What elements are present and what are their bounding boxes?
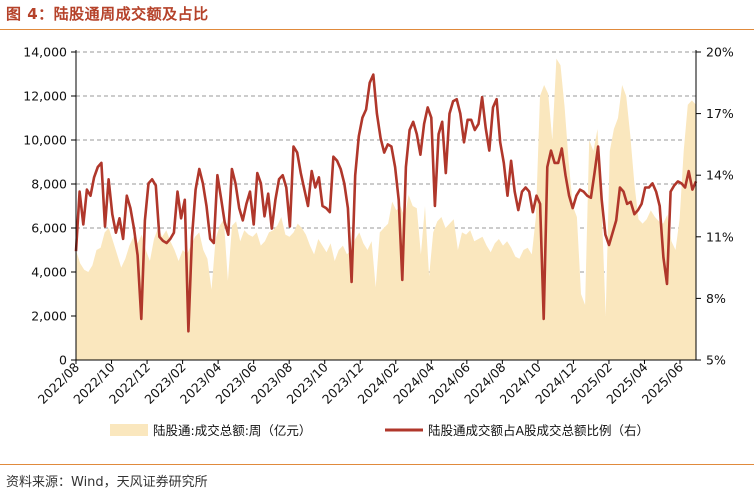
- left-tick-label: 12,000: [23, 89, 67, 104]
- left-tick-label: 2,000: [31, 309, 67, 324]
- left-tick-label: 8,000: [31, 177, 67, 192]
- legend-swatch-area: [110, 424, 148, 436]
- figure-title: 图 4：陆股通周成交额及占比: [6, 5, 209, 23]
- right-axis-ticks: 5% 8% 11% 14% 17% 20%: [696, 45, 734, 368]
- top-rule: [0, 29, 754, 30]
- legend-label-area: 陆股通:成交总额:周（亿元）: [153, 423, 311, 438]
- line-series-ratio: [74, 73, 698, 333]
- right-tick-label: 11%: [706, 229, 734, 244]
- legend: 陆股通:成交总额:周（亿元） 陆股通成交额占A股成交总额比例（右）: [110, 423, 649, 438]
- x-axis-ticks: 2022/082022/102022/122023/022023/042023/…: [35, 359, 686, 406]
- bottom-rule: [0, 464, 754, 465]
- left-tick-label: 6,000: [31, 221, 67, 236]
- area-series-volume: [76, 58, 696, 360]
- left-tick-label: 10,000: [23, 133, 67, 148]
- axes-layer: [75, 50, 697, 361]
- legend-label-line: 陆股通成交额占A股成交总额比例（右）: [428, 423, 649, 438]
- left-axis-ticks: 0 2,000 4,000 6,000 8,000 10,000 12,000 14,000: [23, 45, 76, 368]
- chart: 02,0004,0006,0008,00010,00012,00014,000 …: [23, 45, 734, 439]
- right-tick-label: 5%: [706, 353, 726, 368]
- left-tick-label: 0: [59, 353, 67, 368]
- left-tick-label: 14,000: [23, 45, 67, 60]
- source-note: 资料来源：Wind，天风证券研究所: [6, 475, 208, 490]
- left-tick-label: 4,000: [31, 265, 67, 280]
- right-tick-label: 8%: [706, 291, 726, 306]
- right-tick-label: 17%: [706, 106, 734, 121]
- right-tick-label: 14%: [706, 168, 734, 183]
- right-tick-label: 20%: [706, 45, 734, 60]
